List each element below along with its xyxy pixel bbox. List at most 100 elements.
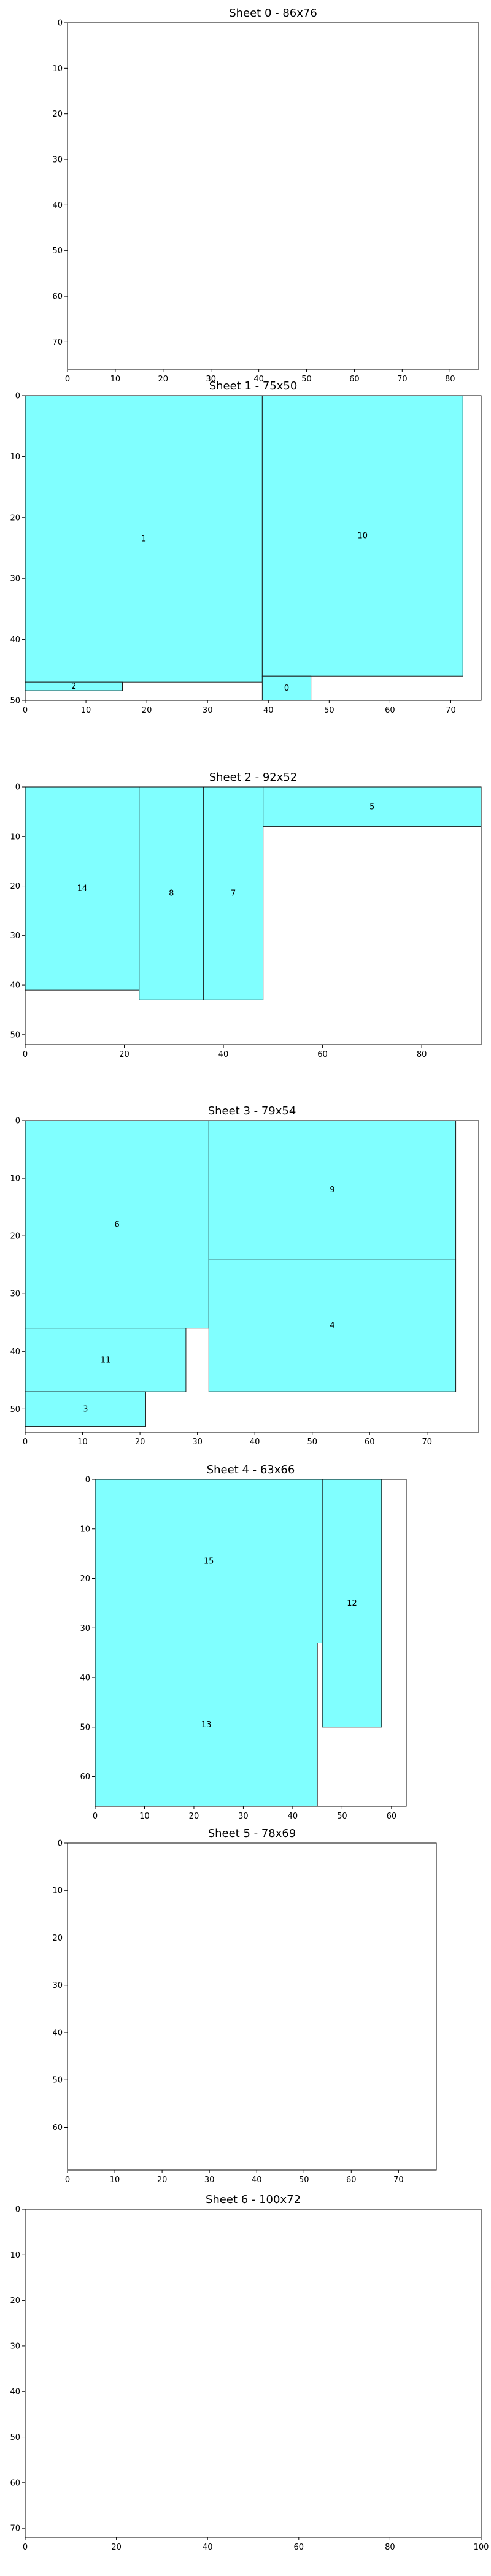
sheet-1-x-tick-label: 50	[324, 706, 334, 715]
sheet-1-y-tick-label: 0	[15, 392, 20, 401]
sheet-1-part-0	[261, 675, 312, 701]
sheet-1-y-tick-label: 40	[10, 635, 20, 645]
sheet-4-part-15-label: 15	[204, 1557, 214, 1566]
sheet-4-x-tick-label: 40	[288, 1812, 298, 1821]
sheet-4-y-tick-label: 40	[80, 1674, 90, 1683]
sheet-2-y-tick-label: 10	[10, 832, 20, 841]
sheet-0-y-tick-label: 70	[52, 338, 63, 347]
sheet-4-x-tick-label: 10	[139, 1812, 150, 1821]
sheet-2-y-tick-label: 30	[10, 932, 20, 941]
sheet-6-axes-frame	[25, 2209, 482, 2538]
sheet-2-x-tick-label: 80	[417, 1050, 427, 1059]
sheet-5-y-tick-label: 0	[58, 1839, 63, 1849]
sheet-1-part-10	[261, 395, 463, 677]
sheet-4-x-tick-label: 20	[189, 1812, 199, 1821]
sheet-4-axes: Sheet 4 - 63x66 15 12 13 0 10 20 30 40 50 60 0 10 20 3…	[80, 1463, 407, 1821]
sheet-1-x-tick-label: 10	[81, 706, 91, 715]
sheet-5-title: Sheet 5 - 78x69	[208, 1827, 296, 1840]
sheet-4-part-13-label: 13	[201, 1720, 212, 1730]
sheet-2-y-tick-label: 20	[10, 882, 20, 891]
sheet-4-y-tick-label: 0	[85, 1476, 90, 1485]
sheet-4-y-tick-label: 60	[80, 1773, 90, 1782]
sheet-1-title: Sheet 1 - 75x50	[209, 380, 298, 393]
sheet-6-x-tick-label: 40	[203, 2543, 213, 2552]
sheet-6-y-tick-label: 30	[10, 2342, 20, 2351]
sheet-1-x-tick-label: 60	[385, 706, 395, 715]
sheet-0-title: Sheet 0 - 86x76	[229, 7, 317, 20]
sheet-6-y-tick-label: 60	[10, 2478, 20, 2488]
sheet-2-part-14	[25, 786, 140, 991]
sheet-4-x-tick-label: 0	[93, 1812, 98, 1821]
sheet-3-y-tick-label: 0	[15, 1117, 20, 1126]
sheet-4-part-12	[322, 1479, 382, 1728]
sheet-0-x-tick-label: 10	[110, 375, 121, 384]
sheet-0-axes-frame	[67, 22, 479, 370]
sheet-3-x-tick-label: 0	[23, 1438, 28, 1447]
sheet-0-x-tick-label: 70	[397, 375, 408, 384]
sheet-1-x-tick-label: 0	[23, 706, 28, 715]
sheet-3-part-9-label: 9	[330, 1186, 334, 1195]
sheet-6-y-tick-label: 10	[10, 2251, 20, 2260]
sheet-6-x-tick-label: 100	[474, 2543, 489, 2552]
sheet-5-y-tick-label: 30	[52, 1981, 63, 1990]
sheet-5-x-tick-label: 40	[252, 2175, 262, 2185]
sheet-2-part-7	[203, 786, 264, 1000]
sheet-3-x-tick-label: 20	[135, 1438, 145, 1447]
sheet-0-x-tick-label: 80	[445, 375, 455, 384]
sheet-3-part-6	[25, 1120, 209, 1329]
sheet-5-x-tick-label: 60	[346, 2175, 357, 2185]
sheet-1-part-0-label: 0	[284, 684, 289, 693]
sheet-1-x-tick-label: 30	[203, 706, 213, 715]
sheet-5-axes: Sheet 5 - 78x69 0 10 20 30 40 50 60 70 0 10 20 30 40 5…	[52, 1827, 437, 2185]
sheet-6-axes: Sheet 6 - 100x72 0 20 40 60 80 100 0 10 20 30 40 50 6…	[10, 2193, 489, 2552]
sheet-5-y-tick-label: 50	[52, 2076, 63, 2085]
sheet-6-x-tick-label: 60	[294, 2543, 304, 2552]
sheet-0-x-tick-label: 20	[158, 375, 169, 384]
sheet-6-y-tick-label: 70	[10, 2524, 20, 2534]
sheet-3-x-tick-label: 60	[365, 1438, 375, 1447]
sheet-2-y-tick-label: 40	[10, 981, 20, 991]
sheet-5-x-tick-label: 10	[110, 2175, 120, 2185]
sheet-2-part-5-label: 5	[369, 802, 374, 811]
sheet-4-y-tick-label: 10	[80, 1525, 90, 1534]
sheet-4-x-tick-label: 30	[238, 1812, 249, 1821]
sheet-3-part-6-label: 6	[115, 1220, 120, 1229]
sheet-3-x-tick-label: 40	[250, 1438, 260, 1447]
sheet-3-part-4	[208, 1259, 457, 1392]
sheet-1-axes-frame	[25, 395, 482, 701]
sheet-4-axes-frame	[95, 1479, 407, 1807]
sheet-2-part-14-label: 14	[77, 884, 88, 894]
sheet-0-y-tick-label: 0	[58, 19, 63, 28]
sheet-2-y-tick-label: 50	[10, 1030, 20, 1040]
sheet-3-y-tick-label: 20	[10, 1232, 20, 1241]
sheet-3-x-tick-label: 50	[307, 1438, 317, 1447]
sheet-4-x-tick-label: 50	[337, 1812, 347, 1821]
sheet-1-y-tick-label: 20	[10, 513, 20, 523]
sheet-1-x-tick-label: 40	[263, 706, 274, 715]
sheet-6-x-tick-label: 20	[111, 2543, 122, 2552]
sheet-3-part-3	[25, 1391, 146, 1427]
sheet-2-y-tick-label: 0	[15, 783, 20, 792]
sheet-0-x-tick-label: 50	[301, 375, 312, 384]
sheet-1-x-tick-label: 70	[446, 706, 456, 715]
sheet-3-y-tick-label: 30	[10, 1290, 20, 1299]
sheet-0-y-tick-label: 50	[52, 247, 63, 256]
sheet-6-y-tick-label: 50	[10, 2433, 20, 2442]
sheet-3-part-11	[25, 1328, 187, 1392]
sheet-3-y-tick-label: 50	[10, 1405, 20, 1414]
sheet-1-y-tick-label: 30	[10, 575, 20, 584]
sheet-1-part-1-label: 1	[141, 535, 146, 544]
sheet-2-x-tick-label: 0	[23, 1050, 28, 1059]
sheet-3-x-tick-label: 70	[422, 1438, 433, 1447]
sheet-2-x-tick-label: 60	[317, 1050, 328, 1059]
sheet-4-y-tick-label: 30	[80, 1624, 90, 1633]
sheet-6-y-tick-label: 0	[15, 2206, 20, 2215]
sheet-4-part-13	[95, 1643, 318, 1807]
sheet-1-y-tick-label: 50	[10, 697, 20, 706]
sheet-3-title: Sheet 3 - 79x54	[208, 1105, 296, 1117]
sheet-6-x-tick-label: 80	[385, 2543, 395, 2552]
sheet-4-x-tick-label: 60	[387, 1812, 397, 1821]
sheet-3-x-tick-label: 30	[192, 1438, 203, 1447]
